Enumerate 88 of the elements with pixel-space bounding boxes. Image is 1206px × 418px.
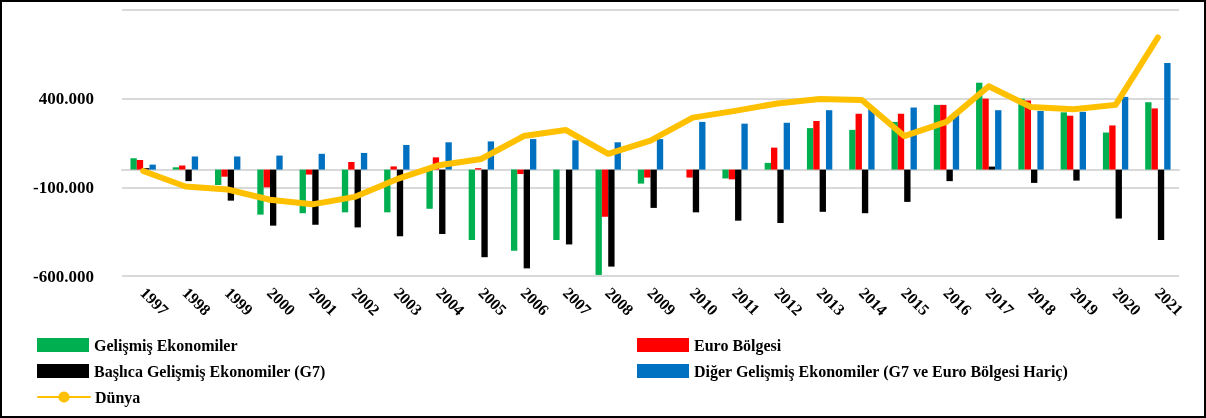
bar (1151, 108, 1158, 170)
legend-label: Euro Bölgesi (694, 336, 782, 355)
bar (1018, 98, 1025, 170)
x-tick-label: 1999 (221, 283, 257, 319)
bar (595, 169, 602, 275)
bar (819, 169, 826, 212)
bar (1109, 125, 1116, 170)
bar (764, 162, 771, 170)
bar (276, 155, 283, 170)
x-tick-label: 2017 (982, 283, 1018, 319)
bar (686, 169, 693, 178)
bar (179, 165, 186, 170)
bar (510, 169, 518, 251)
bar (523, 169, 530, 269)
bar (215, 169, 222, 186)
bar (130, 158, 137, 170)
y-tick-label: -600.000 (33, 266, 94, 286)
bar (318, 153, 325, 170)
legend-label: Başlıca Gelişmiş Ekonomiler (G7) (94, 362, 326, 381)
bar (741, 123, 748, 170)
bar (136, 160, 144, 170)
bar (1060, 112, 1067, 170)
bar (305, 169, 313, 175)
bar (777, 169, 784, 223)
y-tick-label: -100.000 (33, 177, 94, 197)
bar (572, 140, 579, 170)
x-tick-label: 1998 (179, 283, 215, 319)
bar (1115, 169, 1122, 219)
x-tick-label: 2007 (559, 283, 595, 319)
bar (735, 169, 742, 221)
bar (692, 169, 700, 213)
bar (861, 169, 869, 214)
bar (530, 139, 537, 170)
bar (637, 169, 645, 184)
bar (1073, 169, 1080, 181)
bar (565, 169, 573, 245)
bar (390, 166, 397, 170)
bar (946, 169, 953, 182)
bar (1164, 63, 1171, 170)
bar (221, 169, 228, 177)
bar (403, 144, 410, 170)
bar (360, 152, 368, 170)
bar (825, 110, 833, 170)
bar (868, 107, 875, 170)
bar (1079, 111, 1086, 170)
bar (995, 110, 1002, 170)
bar (771, 147, 778, 170)
bar (185, 169, 192, 182)
bar (1031, 169, 1038, 183)
legend-label: Dünya (95, 388, 141, 407)
y-tick-label: 400.000 (38, 89, 94, 109)
bar (517, 169, 524, 175)
bar (439, 169, 446, 234)
bar (348, 161, 355, 170)
bar (849, 129, 856, 170)
legend-label: Diğer Gelişmiş Ekonomiler (G7 ve Euro Bölgesi Hariç) (694, 362, 1068, 381)
bar (650, 169, 657, 208)
bar (172, 167, 180, 170)
bar (426, 169, 433, 209)
bar (644, 169, 651, 178)
bar (234, 156, 241, 170)
bar (855, 113, 862, 170)
bar (904, 169, 911, 202)
bar (988, 166, 996, 170)
bar (813, 121, 820, 170)
bar (1037, 110, 1044, 170)
bar (191, 156, 199, 170)
bar (608, 169, 615, 267)
bar (149, 164, 156, 170)
bar (722, 169, 729, 179)
legend-label: Gelişmiş Ekonomiler (94, 336, 238, 355)
bar (1102, 132, 1110, 170)
bar (699, 121, 706, 170)
bar (1066, 115, 1074, 170)
x-tick-label: 1997 (137, 283, 172, 319)
bar (1121, 96, 1129, 170)
bar (1157, 169, 1165, 240)
bar (783, 122, 791, 170)
bar (982, 98, 989, 170)
bar (601, 169, 609, 217)
bar (553, 169, 560, 240)
bar (656, 139, 664, 170)
bar (1145, 102, 1152, 170)
bar (312, 169, 319, 225)
bar (481, 169, 488, 258)
bar (263, 169, 270, 188)
bar (806, 128, 814, 170)
bar (468, 169, 476, 240)
